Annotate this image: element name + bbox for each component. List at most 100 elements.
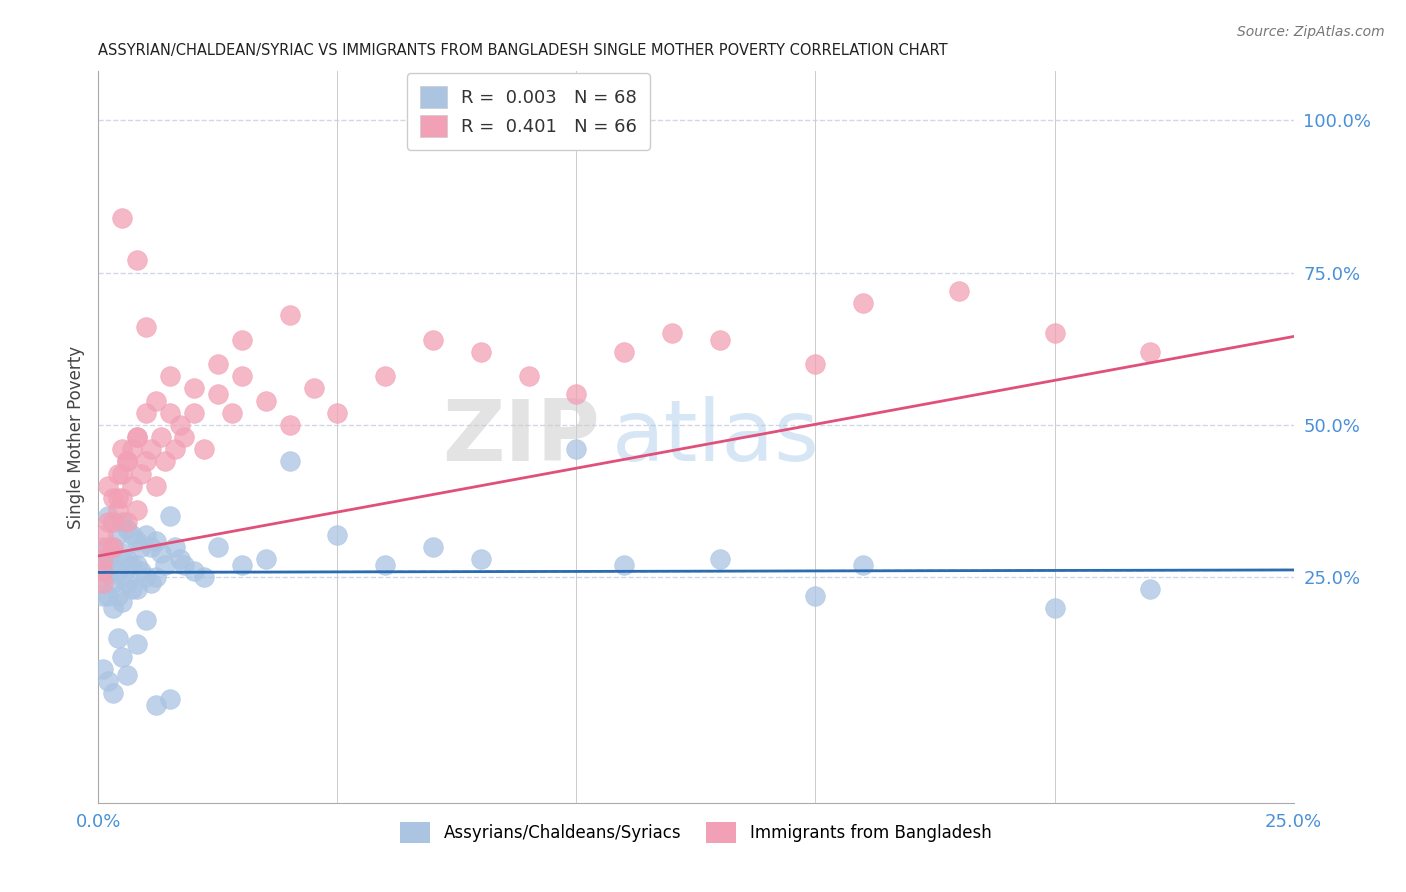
Point	[101, 540, 124, 554]
Point	[97, 516, 120, 530]
Text: ZIP: ZIP	[443, 395, 600, 479]
Point	[163, 540, 186, 554]
Point	[183, 564, 205, 578]
Point	[91, 589, 114, 603]
Point	[149, 546, 172, 560]
Point	[948, 284, 970, 298]
Point	[231, 558, 253, 573]
Point	[1043, 600, 1066, 615]
Point	[91, 570, 114, 584]
Point	[91, 540, 114, 554]
Point	[183, 406, 205, 420]
Point	[121, 582, 143, 597]
Point	[91, 576, 114, 591]
Point	[565, 442, 588, 457]
Point	[97, 552, 120, 566]
Point	[254, 552, 277, 566]
Point	[115, 667, 138, 681]
Point	[101, 576, 124, 591]
Point	[107, 632, 129, 646]
Point	[173, 430, 195, 444]
Point	[107, 564, 129, 578]
Point	[470, 552, 492, 566]
Point	[111, 467, 134, 481]
Point	[101, 558, 124, 573]
Point	[139, 442, 162, 457]
Point	[107, 503, 129, 517]
Point	[121, 479, 143, 493]
Point	[107, 589, 129, 603]
Point	[135, 527, 157, 541]
Point	[1043, 326, 1066, 341]
Point	[207, 540, 229, 554]
Point	[613, 344, 636, 359]
Point	[159, 509, 181, 524]
Point	[111, 570, 134, 584]
Point	[193, 442, 215, 457]
Point	[613, 558, 636, 573]
Point	[101, 686, 124, 700]
Point	[135, 570, 157, 584]
Legend: Assyrians/Chaldeans/Syriacs, Immigrants from Bangladesh: Assyrians/Chaldeans/Syriacs, Immigrants …	[394, 815, 998, 849]
Point	[97, 540, 120, 554]
Point	[107, 527, 129, 541]
Point	[125, 637, 148, 651]
Point	[111, 516, 134, 530]
Point	[1139, 582, 1161, 597]
Point	[183, 381, 205, 395]
Point	[115, 521, 138, 535]
Point	[125, 582, 148, 597]
Point	[565, 387, 588, 401]
Point	[97, 673, 120, 688]
Point	[193, 570, 215, 584]
Point	[91, 564, 114, 578]
Point	[115, 516, 138, 530]
Point	[221, 406, 243, 420]
Point	[139, 540, 162, 554]
Point	[145, 479, 167, 493]
Point	[111, 594, 134, 608]
Point	[709, 552, 731, 566]
Text: ASSYRIAN/CHALDEAN/SYRIAC VS IMMIGRANTS FROM BANGLADESH SINGLE MOTHER POVERTY COR: ASSYRIAN/CHALDEAN/SYRIAC VS IMMIGRANTS F…	[98, 43, 948, 58]
Point	[139, 576, 162, 591]
Point	[254, 393, 277, 408]
Point	[169, 417, 191, 432]
Point	[125, 533, 148, 548]
Point	[278, 454, 301, 468]
Point	[97, 589, 120, 603]
Point	[278, 308, 301, 322]
Point	[111, 442, 134, 457]
Point	[145, 570, 167, 584]
Point	[155, 558, 177, 573]
Point	[207, 387, 229, 401]
Point	[517, 369, 540, 384]
Point	[374, 558, 396, 573]
Point	[115, 552, 138, 566]
Point	[804, 589, 827, 603]
Point	[107, 491, 129, 505]
Point	[115, 454, 138, 468]
Point	[1139, 344, 1161, 359]
Point	[135, 613, 157, 627]
Point	[169, 552, 191, 566]
Point	[135, 406, 157, 420]
Point	[422, 333, 444, 347]
Point	[97, 509, 120, 524]
Point	[111, 211, 134, 225]
Point	[91, 552, 114, 566]
Point	[231, 369, 253, 384]
Point	[145, 533, 167, 548]
Point	[159, 369, 181, 384]
Point	[173, 558, 195, 573]
Point	[326, 406, 349, 420]
Point	[91, 527, 114, 541]
Point	[131, 467, 153, 481]
Point	[125, 558, 148, 573]
Point	[145, 393, 167, 408]
Text: Source: ZipAtlas.com: Source: ZipAtlas.com	[1237, 25, 1385, 39]
Point	[709, 333, 731, 347]
Point	[135, 320, 157, 334]
Point	[101, 491, 124, 505]
Y-axis label: Single Mother Poverty: Single Mother Poverty	[66, 345, 84, 529]
Point	[121, 442, 143, 457]
